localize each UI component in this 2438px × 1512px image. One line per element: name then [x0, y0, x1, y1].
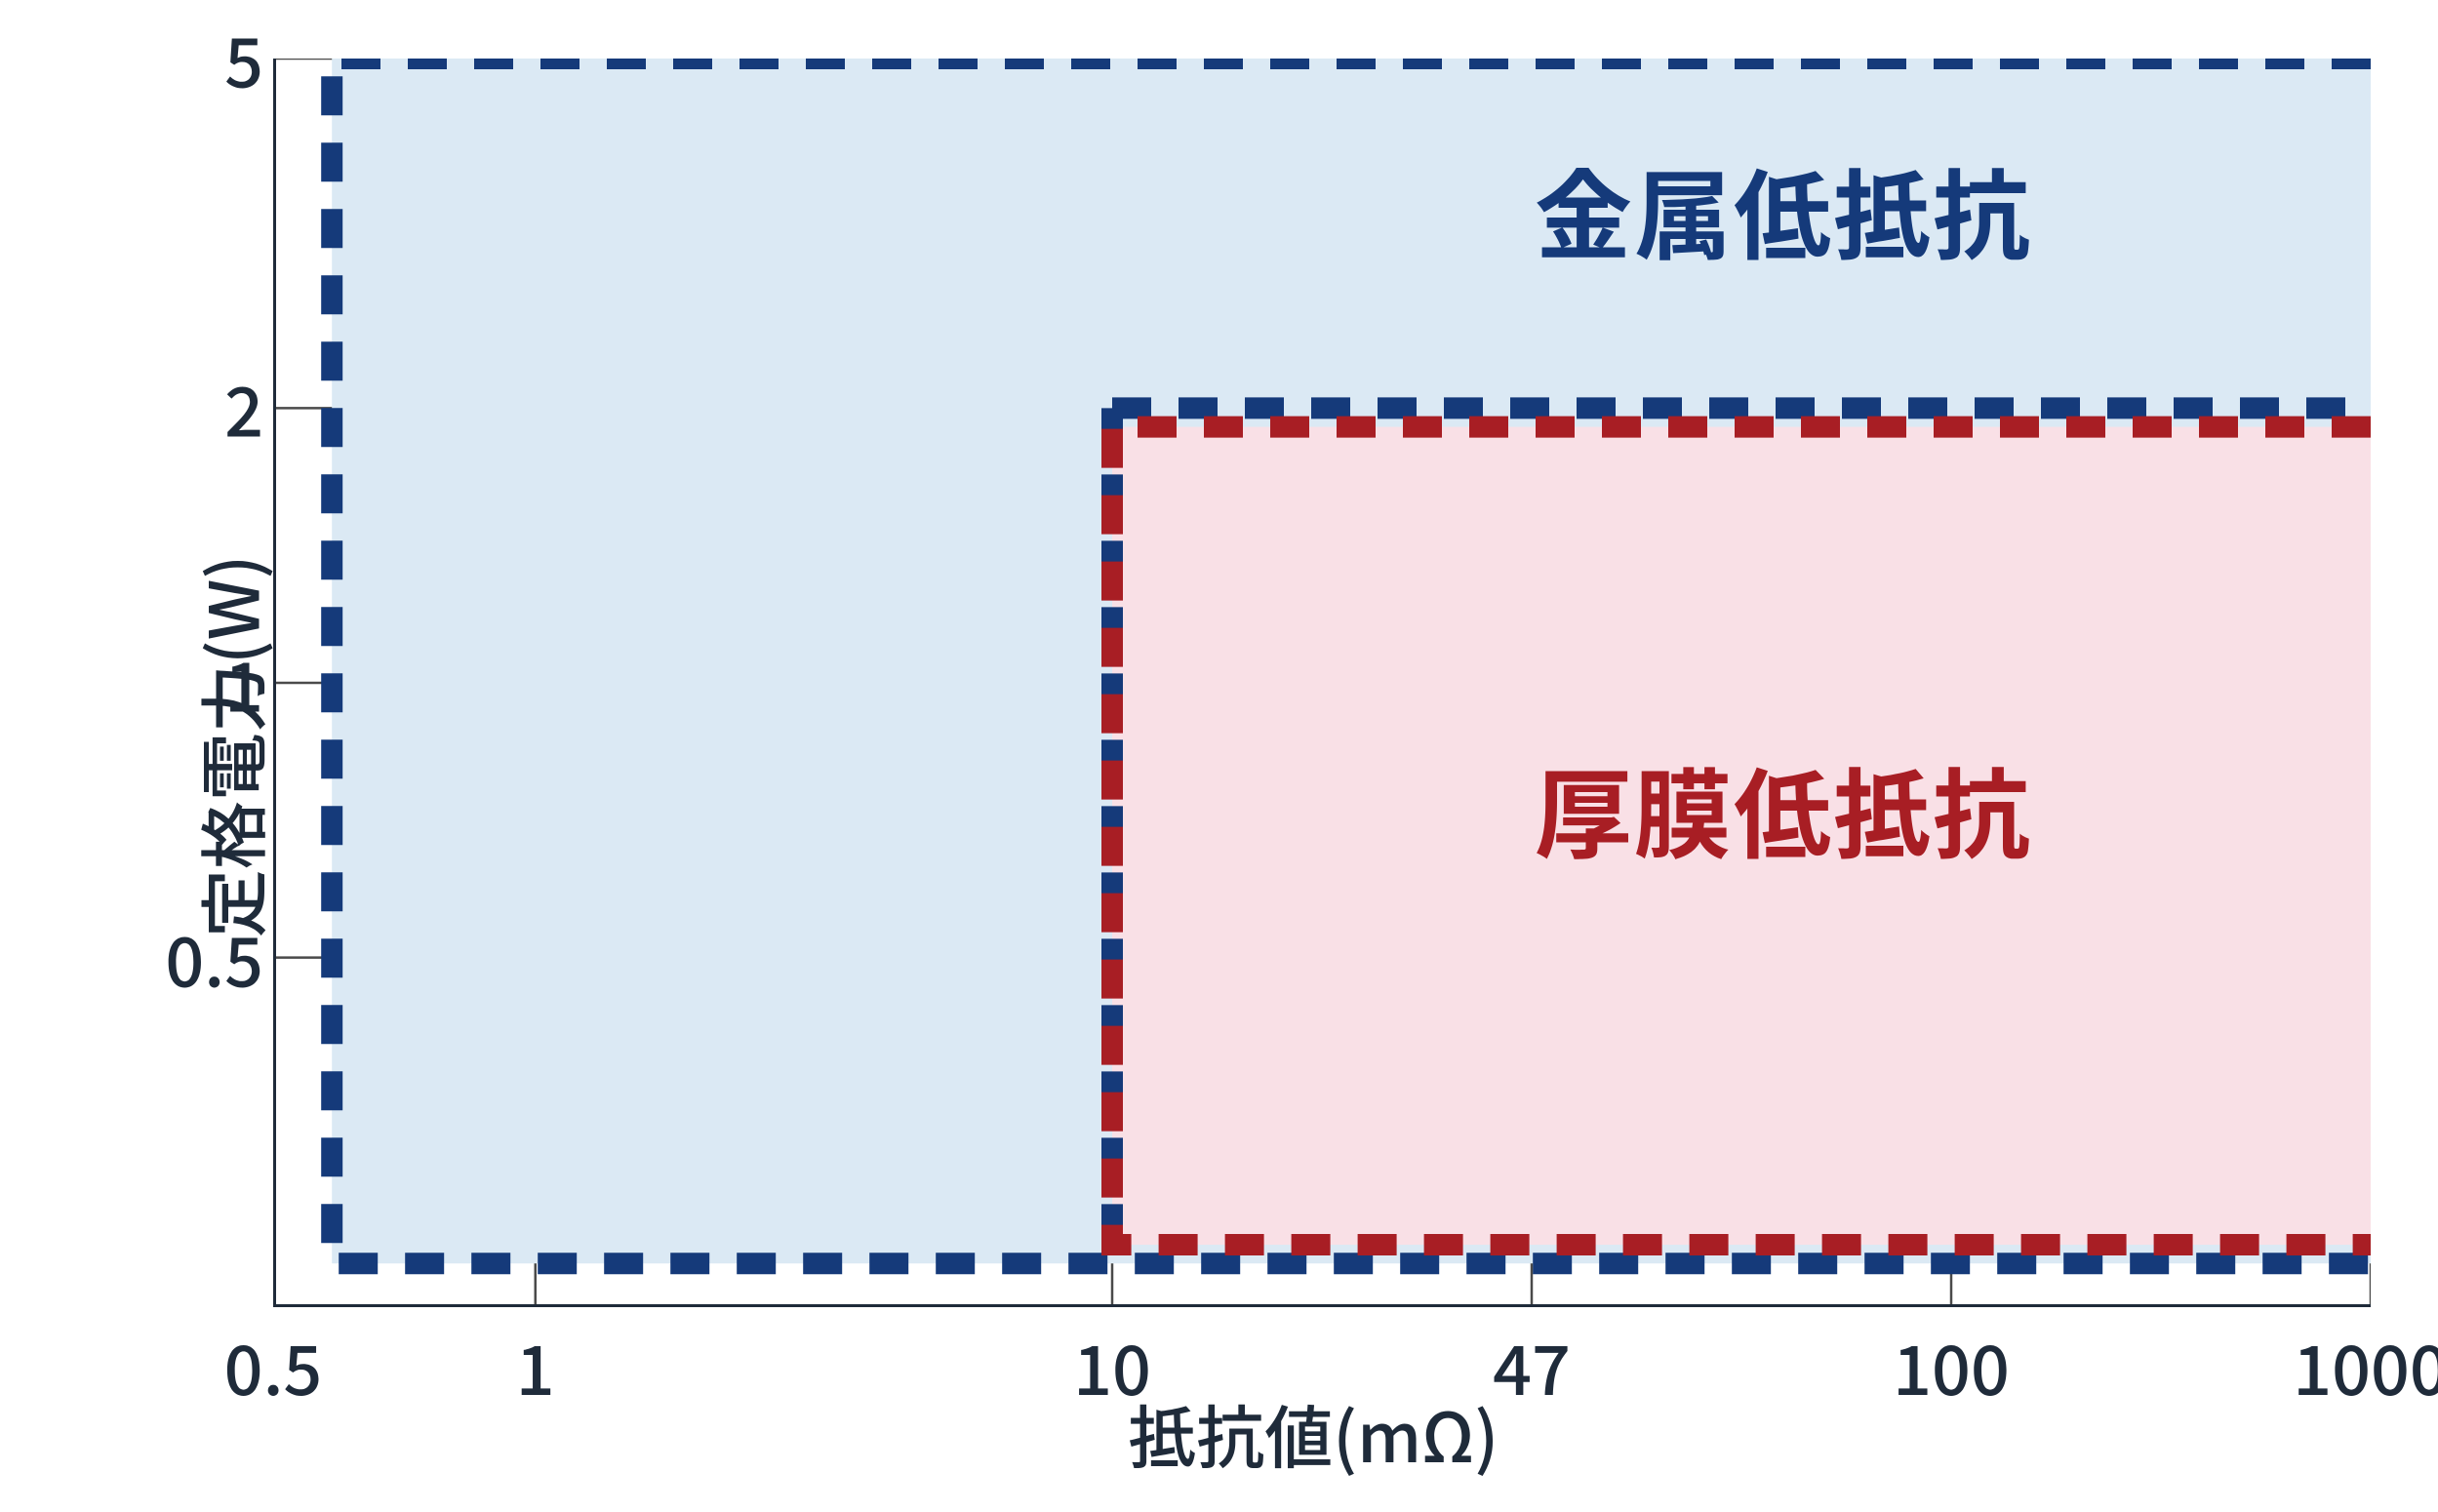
x-axis-label: 抵抗値(mΩ): [1128, 1384, 1499, 1483]
x-tick-label: 47: [1493, 1317, 1571, 1415]
x-tick-label: 10: [1073, 1317, 1151, 1415]
y-tick-label: 2: [127, 359, 263, 458]
chart-container: 定格電力(W) 抵抗値(mΩ) 0.5125 0.5110471001000 金…: [39, 39, 2399, 1473]
y-axis-label: 定格電力(W): [181, 555, 280, 937]
x-tick-label: 1: [516, 1317, 555, 1415]
y-tick-label: 1: [127, 634, 263, 733]
y-tick-label: 5: [127, 10, 263, 108]
x-tick-label: 100: [1893, 1317, 2010, 1415]
x-tick-label: 1000: [2293, 1317, 2438, 1415]
plot-area: [273, 59, 2371, 1307]
y-tick-label: 0.5: [127, 908, 263, 1007]
plot-svg: [273, 59, 2371, 1307]
region-label-thickfilm: 厚膜低抵抗: [1535, 737, 2032, 879]
region-label-metal: 金属低抵抗: [1535, 138, 2032, 279]
x-tick-label: 0.5: [224, 1317, 323, 1415]
